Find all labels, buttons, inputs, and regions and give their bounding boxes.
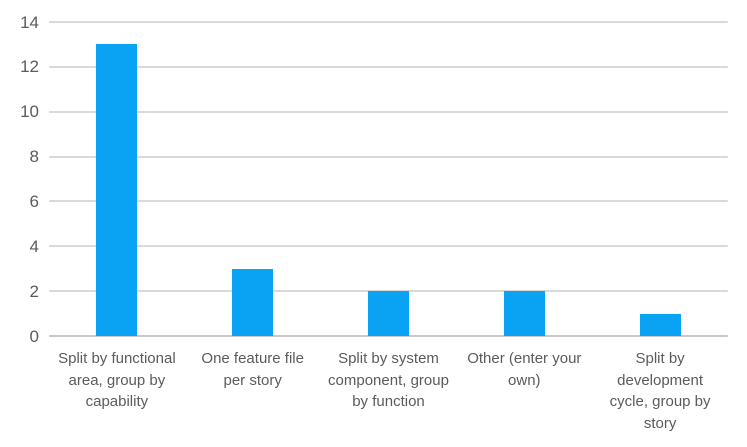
gridline bbox=[49, 245, 728, 248]
gridline bbox=[49, 65, 728, 68]
y-axis-tick-label: 12 bbox=[20, 57, 39, 77]
y-axis-tick-label: 14 bbox=[20, 12, 39, 32]
y-axis-tick-label: 4 bbox=[29, 236, 39, 256]
bar bbox=[96, 44, 138, 336]
y-axis-tick-label: 0 bbox=[29, 326, 39, 346]
x-axis-category-label: Other (enter your own) bbox=[467, 350, 582, 389]
y-axis-tick-label: 8 bbox=[29, 147, 39, 167]
x-axis-category-label: Split by system component, group by func… bbox=[328, 350, 449, 410]
y-axis-tick-label: 6 bbox=[29, 191, 39, 211]
x-axis-category-label: Split by functional area, group by capab… bbox=[58, 350, 176, 410]
bar bbox=[639, 313, 681, 336]
bar bbox=[368, 291, 409, 336]
bar bbox=[232, 268, 274, 336]
x-axis-category-label: Split by development cycle, group by sto… bbox=[609, 350, 711, 432]
bar bbox=[503, 291, 545, 336]
y-axis-tick-label: 10 bbox=[20, 102, 39, 122]
y-axis-tick-label: 2 bbox=[29, 281, 39, 301]
gridline bbox=[49, 21, 728, 23]
gridline bbox=[49, 200, 728, 203]
gridline bbox=[49, 155, 728, 158]
gridline bbox=[49, 110, 728, 113]
x-axis-line bbox=[49, 335, 728, 337]
x-axis-category-label: One feature file per story bbox=[201, 350, 304, 389]
